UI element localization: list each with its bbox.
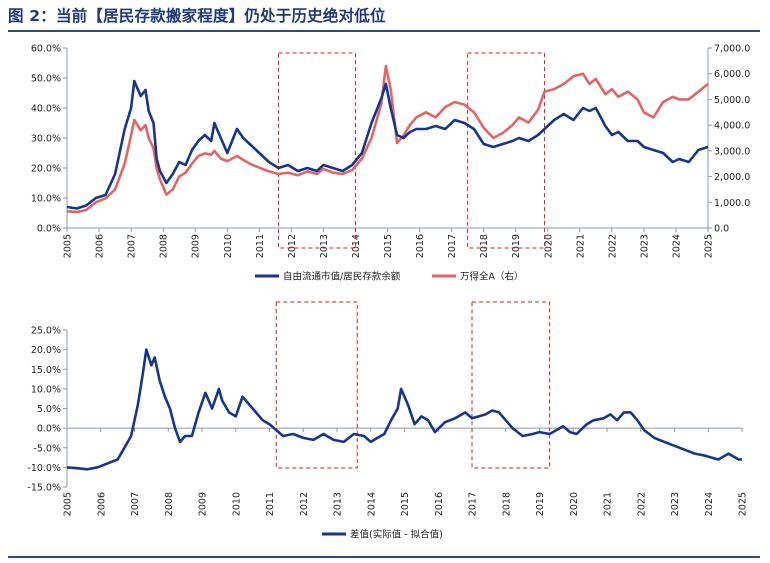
left-tick-label: -10.0%: [27, 463, 61, 474]
x-tick-label: 2010: [231, 492, 242, 516]
x-tick-label: 2008: [164, 492, 175, 516]
right-tick-label: 2,000.0: [714, 172, 750, 183]
x-tick-label: 2020: [543, 234, 554, 258]
x-tick-label: 2015: [383, 234, 394, 258]
left-tick-label: 10.0%: [31, 194, 61, 205]
legend-label-ratio: 自由流通市值/居民存款余额: [283, 271, 401, 283]
left-tick-label: 0.0%: [37, 224, 61, 235]
highlight-box: [275, 301, 358, 469]
x-tick-label: 2025: [738, 492, 749, 516]
x-tick-label: 2010: [223, 234, 234, 258]
x-tick-label: 2025: [704, 234, 715, 258]
x-tick-label: 2023: [639, 234, 650, 258]
x-tick-label: 2018: [501, 492, 512, 516]
x-tick-label: 2007: [127, 234, 138, 258]
x-tick-label: 2014: [366, 492, 377, 516]
x-tick-label: 2018: [479, 234, 490, 258]
left-tick-label: 40.0%: [31, 104, 61, 115]
highlight-box: [278, 52, 356, 249]
highlight-box: [471, 301, 551, 469]
x-tick-label: 2014: [351, 234, 362, 258]
left-tick-label: -5.0%: [33, 443, 61, 454]
highlight-box: [467, 52, 546, 249]
right-tick-label: 1,000.0: [714, 198, 750, 209]
left-tick-label: 15.0%: [31, 365, 61, 376]
x-tick-label: 2012: [287, 234, 298, 258]
right-tick-label: 3,000.0: [714, 146, 750, 157]
left-tick-label: 20.0%: [31, 345, 61, 356]
right-tick-label: 6,000.0: [714, 69, 750, 80]
legend-label-residual: 差值(实际值 - 拟合值): [350, 529, 443, 541]
right-tick-label: 0.0: [714, 224, 729, 235]
x-tick-label: 2022: [636, 492, 647, 516]
left-tick-label: 25.0%: [31, 326, 61, 337]
right-tick-label: 4,000.0: [714, 121, 750, 132]
left-tick-label: 0.0%: [37, 424, 61, 435]
series-line-residual: [66, 348, 742, 471]
left-tick-label: 60.0%: [31, 44, 61, 55]
x-tick-label: 2021: [603, 492, 614, 516]
x-tick-label: 2024: [671, 234, 682, 258]
left-tick-label: 10.0%: [31, 384, 61, 395]
left-tick-label: 20.0%: [31, 164, 61, 175]
x-tick-label: 2012: [299, 492, 310, 516]
x-tick-label: 2017: [468, 492, 479, 516]
x-tick-label: 2011: [255, 234, 266, 258]
x-tick-label: 2024: [704, 492, 715, 516]
chart-title: 图 2：当前【居民存款搬家程度】仍处于历史绝对低位: [8, 7, 386, 25]
right-tick-label: 5,000.0: [714, 95, 750, 106]
x-tick-label: 2011: [265, 492, 276, 516]
x-tick-label: 2005: [63, 492, 74, 516]
left-tick-label: 50.0%: [31, 74, 61, 85]
x-tick-label: 2021: [575, 234, 586, 258]
left-tick-label: 5.0%: [37, 404, 61, 415]
x-tick-label: 2007: [130, 492, 141, 516]
x-tick-label: 2009: [198, 492, 209, 516]
x-tick-label: 2013: [319, 234, 330, 258]
x-tick-label: 2023: [670, 492, 681, 516]
x-tick-label: 2006: [95, 234, 106, 258]
x-tick-label: 2020: [569, 492, 580, 516]
x-tick-label: 2019: [535, 492, 546, 516]
left-tick-label: 30.0%: [31, 134, 61, 145]
right-tick-label: 7,000.0: [714, 44, 750, 55]
legend-label-wind-a: 万得全A（右）: [460, 271, 524, 283]
series-line-ratio: [66, 79, 709, 210]
left-tick-label: -15.0%: [27, 483, 61, 494]
top-chart: 0.0% 10.0% 20.0% 30.0% 40.0% 50.0% 60.0% 0.0 1,0…: [31, 44, 750, 283]
series-line-wind-a: [66, 64, 709, 214]
x-tick-label: 2016: [434, 492, 445, 516]
x-tick-label: 2013: [333, 492, 344, 516]
x-tick-label: 2009: [191, 234, 202, 258]
title-rule: [8, 30, 760, 32]
x-tick-label: 2005: [63, 234, 74, 258]
x-tick-label: 2015: [400, 492, 411, 516]
x-tick-label: 2022: [607, 234, 618, 258]
x-tick-label: 2008: [159, 234, 170, 258]
x-tick-label: 2017: [447, 234, 458, 258]
x-tick-label: 2019: [511, 234, 522, 258]
x-tick-label: 2016: [415, 234, 426, 258]
x-tick-label: 2006: [96, 492, 107, 516]
footer-rule: [8, 556, 760, 558]
